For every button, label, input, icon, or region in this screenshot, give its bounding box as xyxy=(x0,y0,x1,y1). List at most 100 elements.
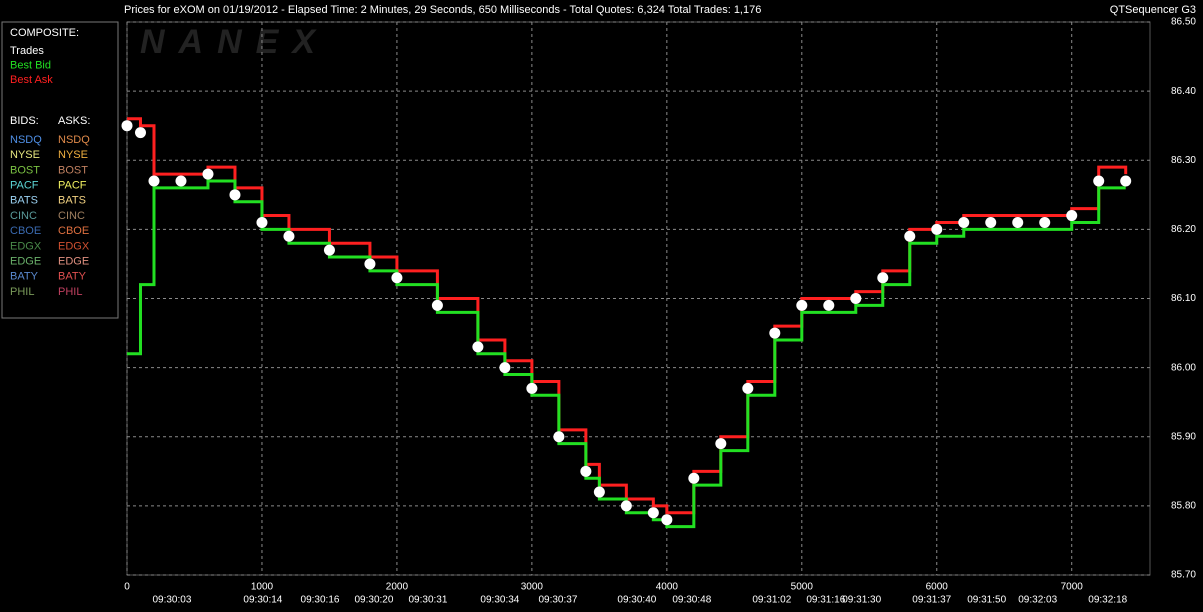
legend-entry: Trades xyxy=(10,45,44,57)
exchange-label: CBOE xyxy=(10,225,41,237)
trade-dot xyxy=(1093,175,1105,187)
exchange-label: BATS xyxy=(58,195,86,207)
x-tick-label: 7000 xyxy=(1061,582,1084,593)
trade-dot xyxy=(323,244,335,256)
trade-dot xyxy=(985,216,997,228)
time-label: 09:32:18 xyxy=(1088,595,1127,606)
trade-dot xyxy=(202,168,214,180)
chart-title: Prices for eXOM on 01/19/2012 - Elapsed … xyxy=(124,4,761,16)
time-label: 09:31:37 xyxy=(912,595,951,606)
y-tick-label: 86.00 xyxy=(1171,362,1196,373)
x-tick-label: 2000 xyxy=(386,582,409,593)
trade-dot xyxy=(553,431,565,443)
y-tick-label: 86.40 xyxy=(1171,86,1196,97)
time-label: 09:30:37 xyxy=(538,595,577,606)
time-label: 09:30:31 xyxy=(408,595,447,606)
exchange-label: BOST xyxy=(58,164,88,176)
exchange-label: NSDQ xyxy=(58,134,90,146)
trade-dot xyxy=(229,189,241,201)
exchange-label: BATS xyxy=(10,195,38,207)
trade-dot xyxy=(364,258,376,270)
watermark: NANEX xyxy=(140,23,329,61)
app-name: QTSequencer G3 xyxy=(1110,4,1196,16)
time-label: 09:31:02 xyxy=(752,595,791,606)
y-tick-label: 86.30 xyxy=(1171,155,1196,166)
asks-title: ASKS: xyxy=(58,115,90,127)
exchange-label: BATY xyxy=(58,271,87,283)
trade-dot xyxy=(121,120,133,132)
time-label: 09:31:30 xyxy=(842,595,881,606)
time-label: 09:30:03 xyxy=(152,595,191,606)
trade-dot xyxy=(823,299,835,311)
trade-dot xyxy=(526,382,538,394)
exchange-label: CINC xyxy=(58,210,85,222)
x-tick-label: 4000 xyxy=(656,582,679,593)
price-line xyxy=(127,179,1126,529)
time-label: 09:30:20 xyxy=(355,595,394,606)
exchange-label: PHIL xyxy=(58,286,82,298)
time-label: 09:30:34 xyxy=(480,595,519,606)
exchange-label: EDGX xyxy=(58,240,90,252)
trade-dot xyxy=(1012,216,1024,228)
exchange-label: PACF xyxy=(10,180,39,192)
trade-dot xyxy=(661,514,673,526)
trade-dot xyxy=(769,327,781,339)
time-label: 09:30:16 xyxy=(301,595,340,606)
y-tick-label: 86.20 xyxy=(1171,224,1196,235)
trade-dot xyxy=(1066,210,1078,222)
exchange-label: NSDQ xyxy=(10,134,42,146)
exchange-label: EDGE xyxy=(10,256,41,268)
trade-dot xyxy=(715,438,727,450)
legend-entry: Best Ask xyxy=(10,74,53,86)
exchange-label: NYSE xyxy=(58,149,88,161)
time-label: 09:30:14 xyxy=(243,595,282,606)
legend-title: COMPOSITE: xyxy=(10,27,79,39)
trade-dot xyxy=(1039,216,1051,228)
time-label: 09:30:48 xyxy=(672,595,711,606)
x-tick-label: 0 xyxy=(124,582,130,593)
y-tick-label: 85.90 xyxy=(1171,431,1196,442)
trade-dot xyxy=(431,299,443,311)
legend-panel xyxy=(1,21,119,319)
trade-dot xyxy=(283,230,295,242)
legend-entry: Best Bid xyxy=(10,59,51,71)
x-tick-label: 6000 xyxy=(926,582,949,593)
time-label: 09:31:50 xyxy=(967,595,1006,606)
trade-dot xyxy=(688,472,700,484)
trade-dot xyxy=(850,293,862,304)
trade-dot xyxy=(904,230,916,242)
time-label: 09:30:40 xyxy=(617,595,656,606)
bids-title: BIDS: xyxy=(10,115,39,127)
trade-dot xyxy=(391,272,403,284)
trade-dot xyxy=(796,299,808,311)
exchange-label: EDGX xyxy=(10,240,42,252)
exchange-label: CINC xyxy=(10,210,37,222)
exchange-label: CBOE xyxy=(58,225,89,237)
exchange-label: NYSE xyxy=(10,149,40,161)
y-tick-label: 86.10 xyxy=(1171,293,1196,304)
x-tick-label: 1000 xyxy=(251,582,274,593)
trade-dot xyxy=(647,507,659,519)
trade-dot xyxy=(256,216,268,228)
trade-dot xyxy=(472,341,484,353)
exchange-label: EDGE xyxy=(58,256,89,268)
time-label: 09:32:03 xyxy=(1018,595,1057,606)
exchange-label: BOST xyxy=(10,164,40,176)
trade-dot xyxy=(958,216,970,228)
trade-dot xyxy=(593,486,605,498)
x-tick-label: 5000 xyxy=(791,582,814,593)
time-label: 09:31:16 xyxy=(806,595,845,606)
trade-dot xyxy=(580,465,592,477)
exchange-label: BATY xyxy=(10,271,39,283)
exchange-label: PHIL xyxy=(10,286,34,298)
trade-dot xyxy=(877,272,889,284)
y-tick-label: 86.50 xyxy=(1171,17,1196,28)
trade-dot xyxy=(931,223,943,235)
trade-dot xyxy=(742,382,754,394)
trade-dot xyxy=(1120,175,1132,187)
trade-dot xyxy=(620,500,632,512)
y-tick-label: 85.80 xyxy=(1171,501,1196,512)
exchange-label: PACF xyxy=(58,180,87,192)
trade-dot xyxy=(134,127,146,139)
